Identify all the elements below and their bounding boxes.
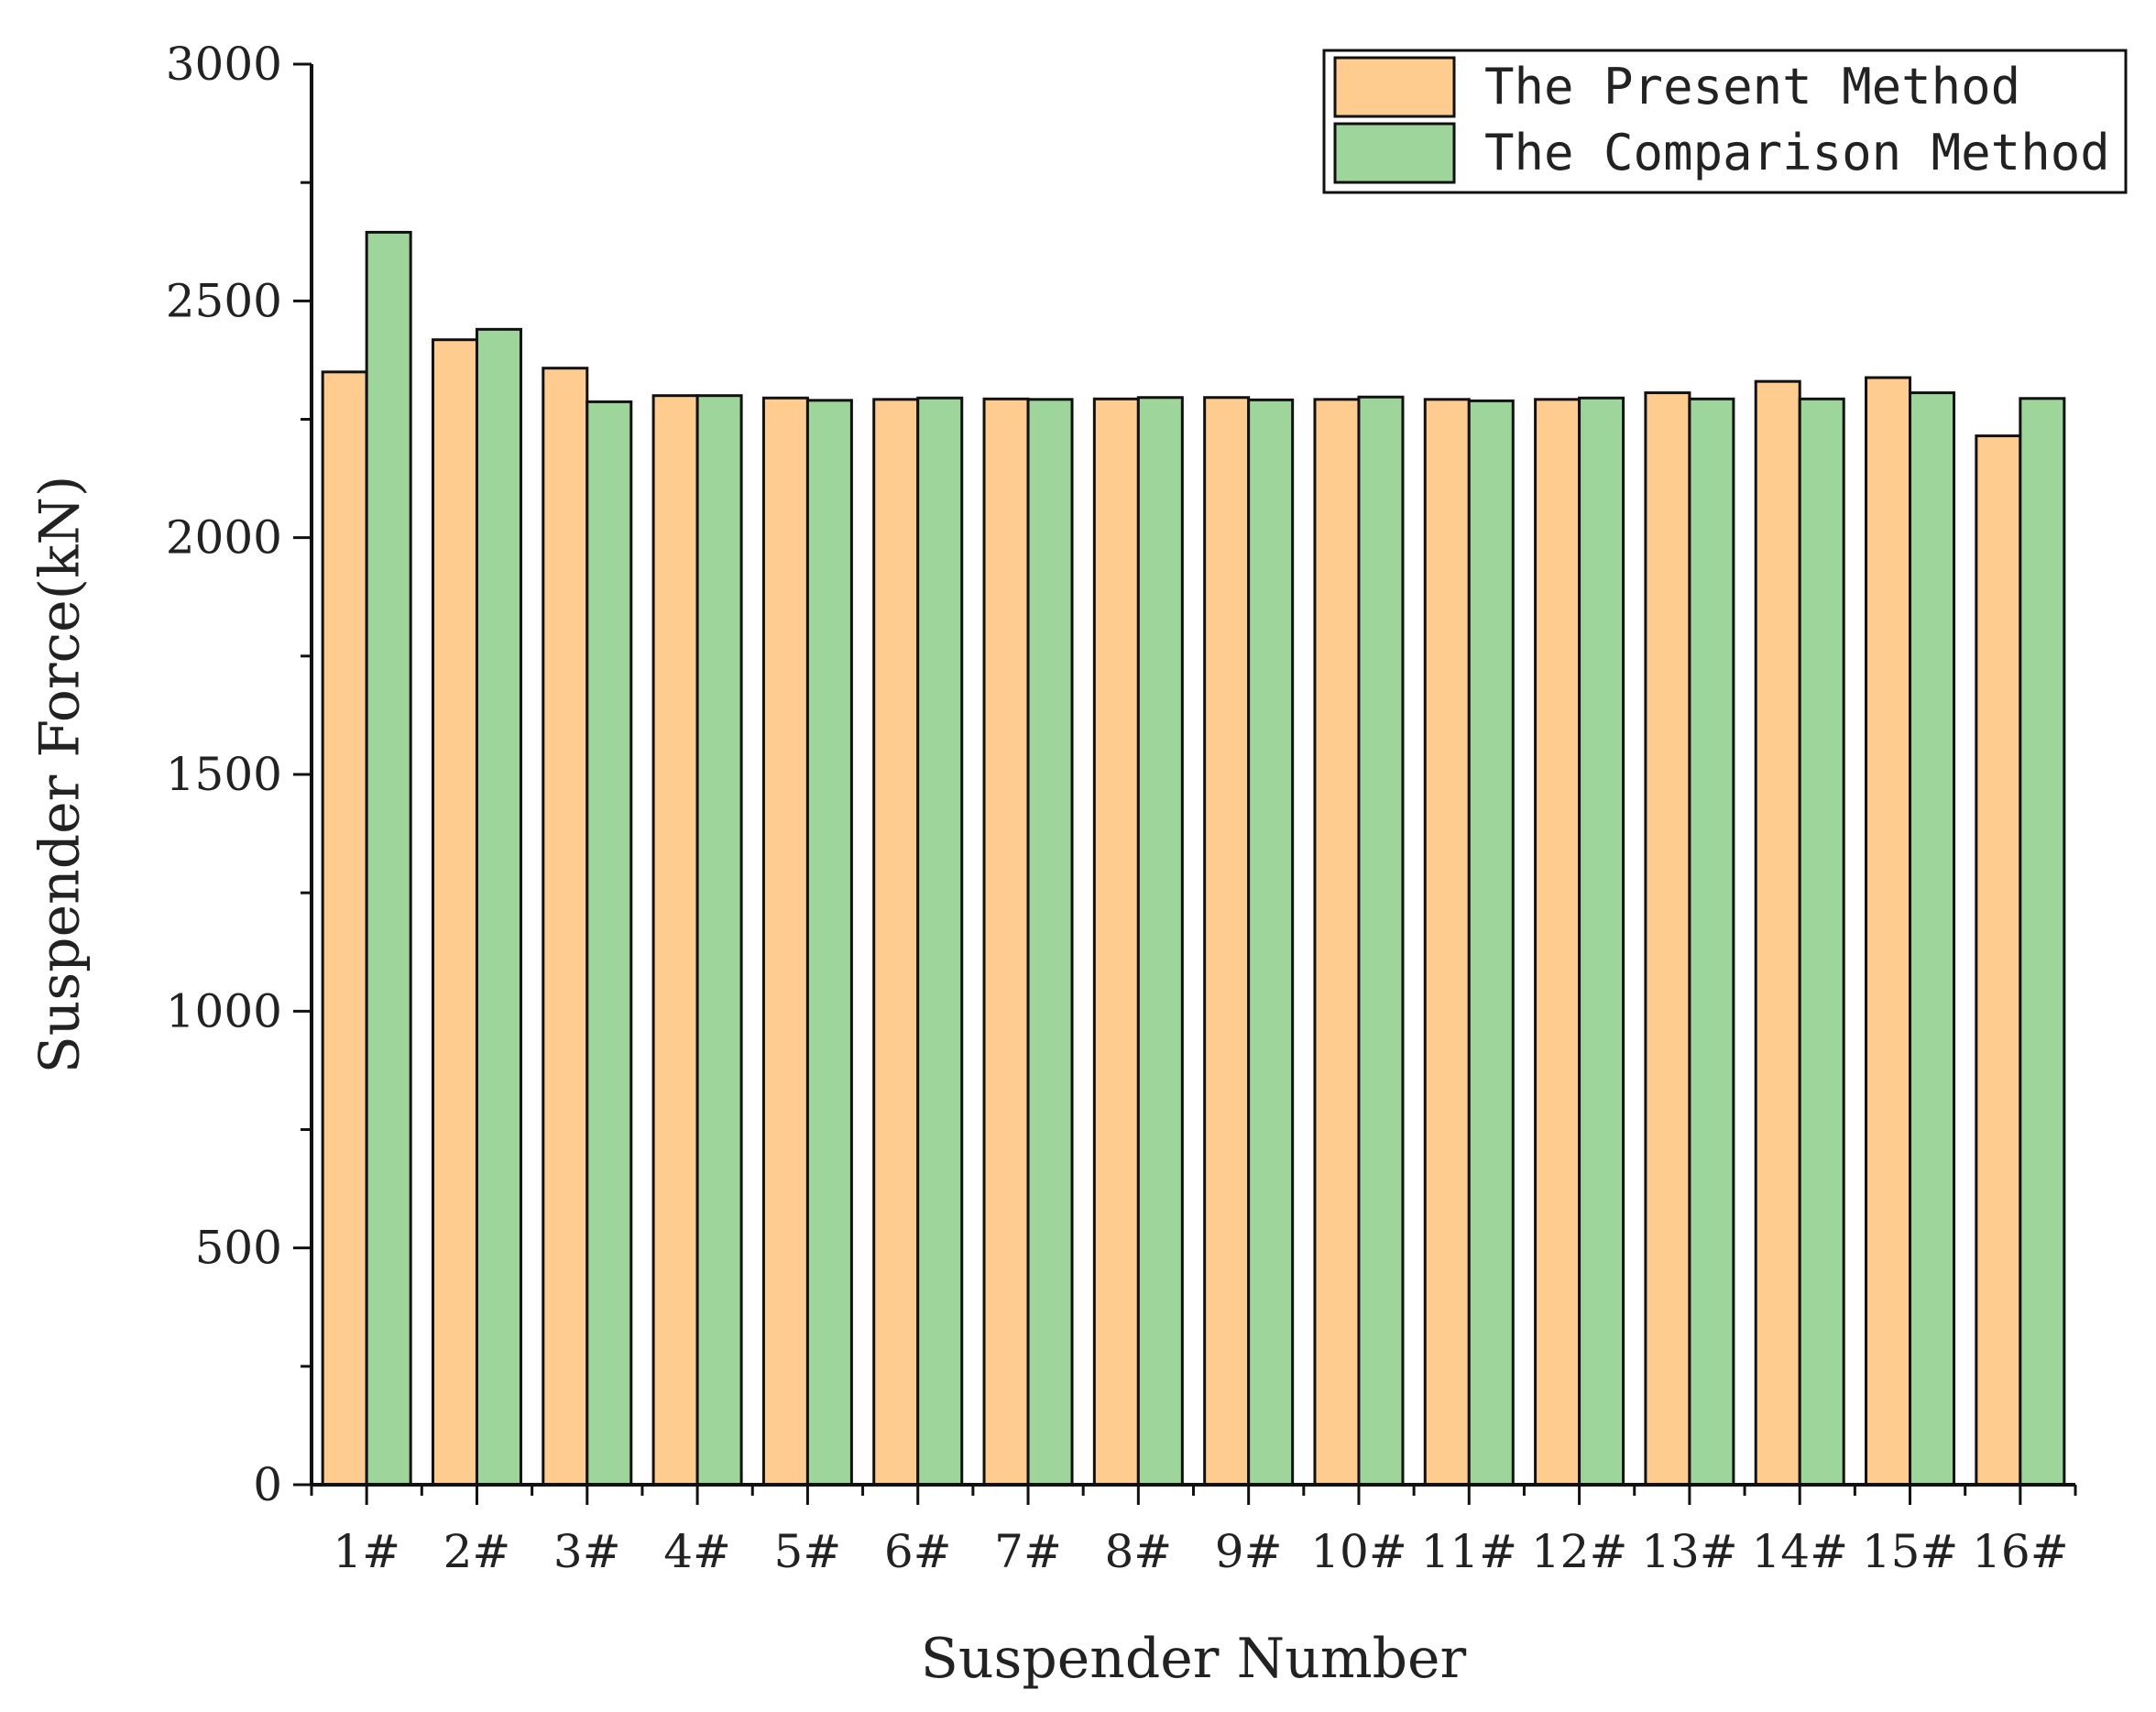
legend-swatch-present bbox=[1333, 56, 1456, 118]
axes-layer: 0 500 1000 1500 2000 2500 3000 1# 2# 3# 4# 5# 6# 7# 8#… bbox=[166, 38, 2077, 1578]
x-tick-label: 3# bbox=[553, 1525, 621, 1578]
y-tick-label: 500 bbox=[195, 1222, 282, 1275]
bar-comparison-14 bbox=[1798, 397, 1845, 1487]
bar-comparison-8 bbox=[1136, 396, 1184, 1487]
y-tick-label: 1500 bbox=[166, 748, 282, 801]
bar-present-16 bbox=[1975, 434, 2022, 1487]
legend-label-present: The Present Method bbox=[1484, 58, 2020, 115]
x-tick-label: 6# bbox=[884, 1525, 952, 1578]
bar-comparison-9 bbox=[1247, 398, 1295, 1487]
x-tick-label: 10# bbox=[1310, 1525, 1407, 1578]
x-tick-label: 16# bbox=[1972, 1525, 2069, 1578]
legend-box bbox=[1322, 49, 2128, 194]
bar-present-8 bbox=[1092, 397, 1140, 1487]
y-axis-title: Suspender Force(kN) bbox=[28, 476, 93, 1074]
x-tick-label: 13# bbox=[1641, 1525, 1738, 1578]
bar-comparison-6 bbox=[916, 396, 964, 1487]
bar-comparison-11 bbox=[1467, 399, 1515, 1487]
bar-comparison-13 bbox=[1688, 397, 1735, 1487]
bar-comparison-7 bbox=[1026, 398, 1074, 1487]
x-tick-label: 15# bbox=[1862, 1525, 1959, 1578]
y-tick-label: 3000 bbox=[166, 38, 282, 91]
bar-present-9 bbox=[1203, 396, 1251, 1487]
legend-swatch-comparison bbox=[1333, 122, 1456, 184]
bar-present-5 bbox=[761, 396, 809, 1487]
bar-present-10 bbox=[1313, 398, 1361, 1487]
bar-present-14 bbox=[1754, 379, 1801, 1487]
bar-present-13 bbox=[1644, 391, 1691, 1487]
x-tick-label: 1# bbox=[333, 1525, 400, 1578]
legend-label-comparison: The Comparison Method bbox=[1484, 124, 2110, 181]
bar-present-6 bbox=[872, 398, 920, 1487]
x-tick-label: 9# bbox=[1215, 1525, 1283, 1578]
x-tick-label: 7# bbox=[994, 1525, 1062, 1578]
bar-comparison-3 bbox=[586, 400, 633, 1487]
bar-present-1 bbox=[321, 370, 368, 1487]
x-tick-label: 2# bbox=[443, 1525, 511, 1578]
x-tick-label: 4# bbox=[663, 1525, 731, 1578]
bar-comparison-12 bbox=[1578, 396, 1625, 1487]
x-tick-label: 11# bbox=[1421, 1525, 1518, 1578]
bar-comparison-1 bbox=[365, 230, 412, 1487]
bar-comparison-16 bbox=[2019, 397, 2066, 1487]
bar-present-12 bbox=[1534, 398, 1581, 1487]
bar-comparison-5 bbox=[805, 399, 853, 1487]
x-tick-label: 8# bbox=[1104, 1525, 1172, 1578]
bar-present-11 bbox=[1423, 398, 1471, 1487]
bar-comparison-10 bbox=[1357, 395, 1405, 1487]
bar-present-7 bbox=[982, 397, 1030, 1487]
bar-present-15 bbox=[1865, 376, 1912, 1487]
bar-present-4 bbox=[651, 394, 699, 1487]
legend: The Present Method The Comparison Method bbox=[1322, 49, 2128, 194]
x-axis-title: Suspender Number bbox=[921, 1627, 1467, 1691]
x-tick-label: 5# bbox=[774, 1525, 842, 1578]
y-tick-label: 0 bbox=[253, 1458, 282, 1511]
bar-comparison-15 bbox=[1909, 391, 1956, 1487]
x-tick-label: 14# bbox=[1751, 1525, 1848, 1578]
y-tick-label: 1000 bbox=[166, 984, 282, 1037]
bar-comparison-2 bbox=[475, 327, 522, 1487]
bar-present-3 bbox=[542, 367, 589, 1487]
bar-present-2 bbox=[431, 338, 478, 1487]
x-tick-label: 12# bbox=[1531, 1525, 1628, 1578]
y-tick-label: 2500 bbox=[166, 274, 282, 327]
y-tick-label: 2000 bbox=[166, 511, 282, 565]
bars-layer bbox=[321, 230, 2066, 1487]
bar-comparison-4 bbox=[695, 394, 743, 1487]
